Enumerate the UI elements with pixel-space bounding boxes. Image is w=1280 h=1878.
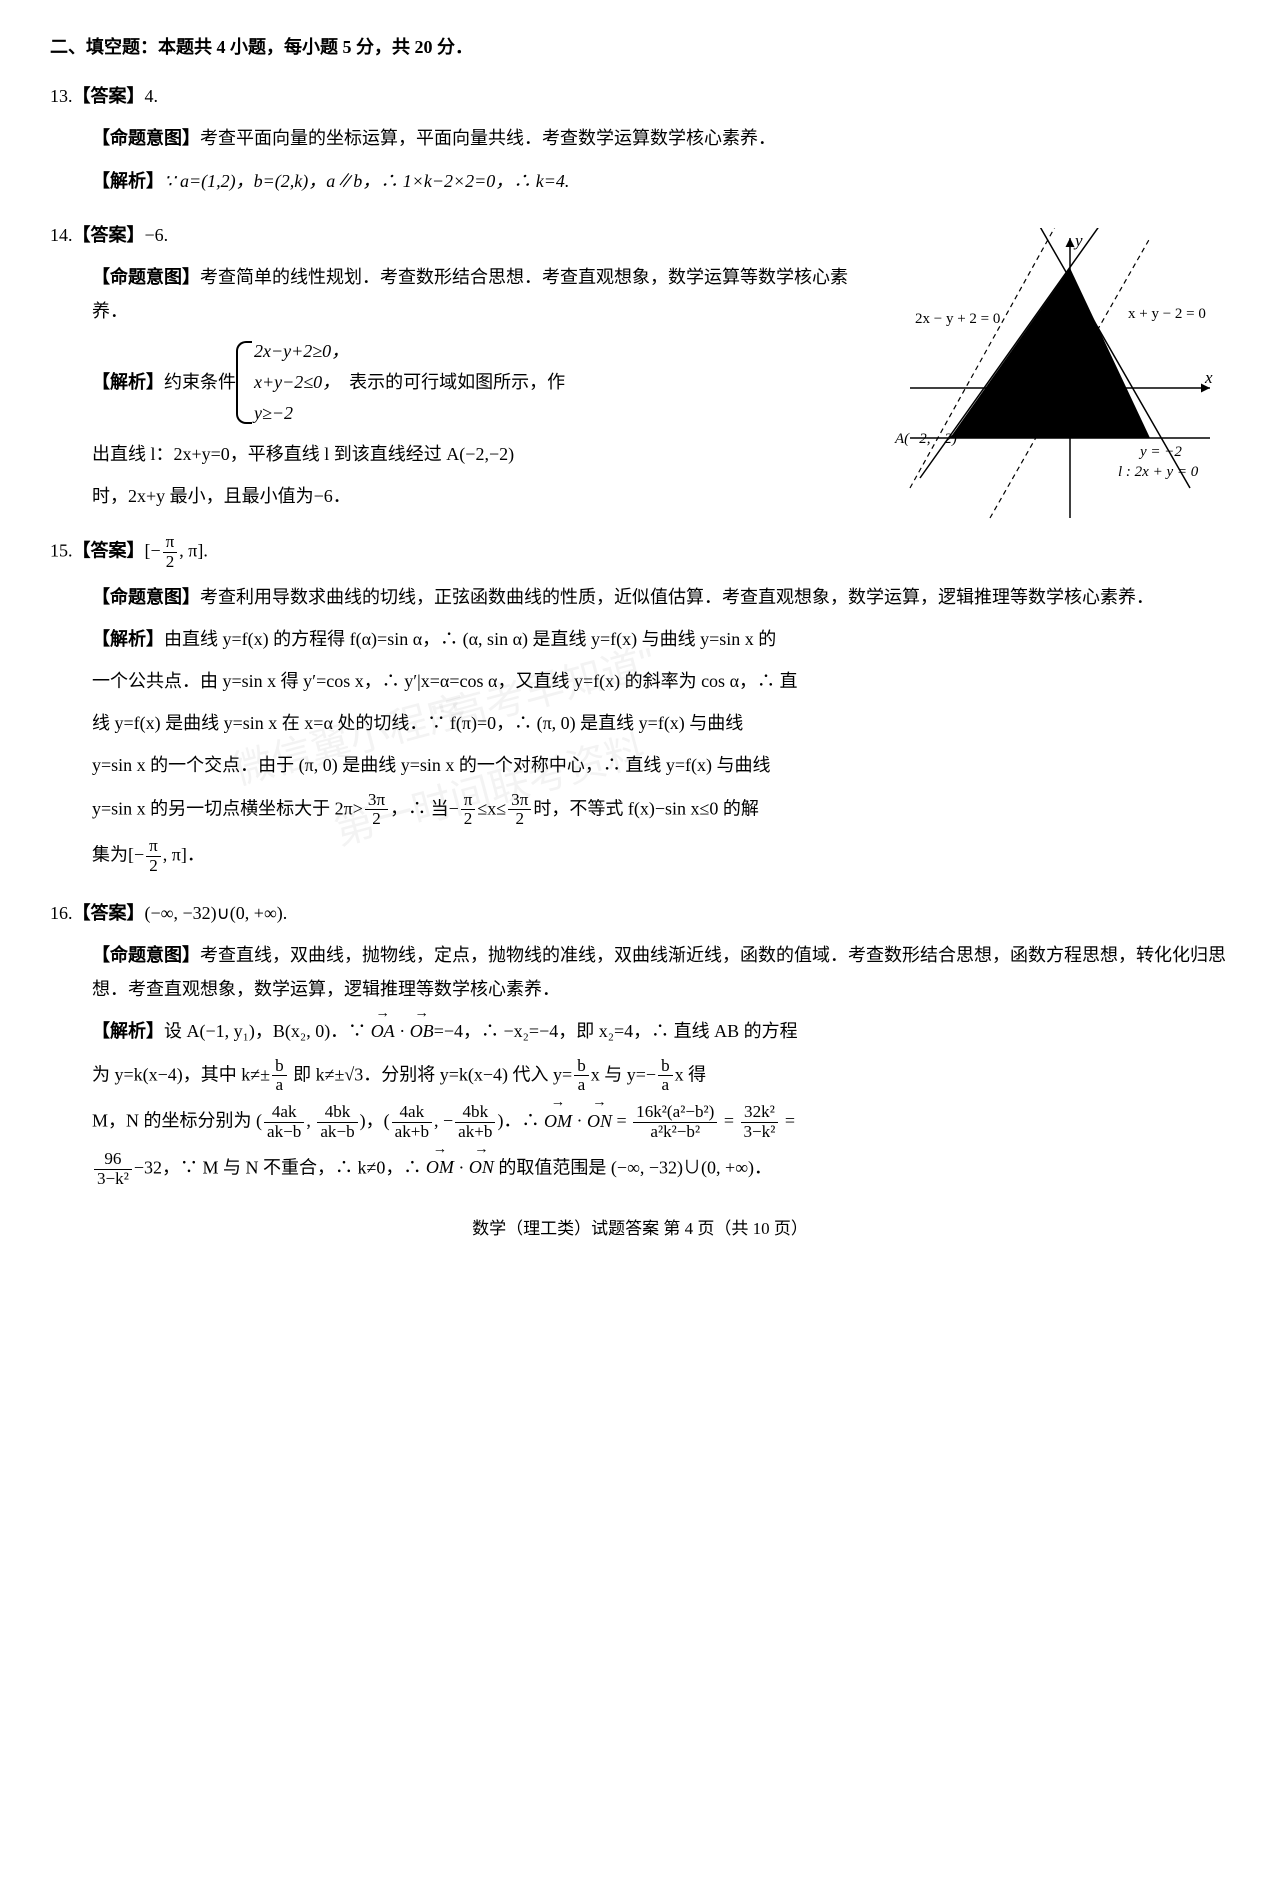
- q15-line6: 集为[−π2, π]．: [50, 837, 1230, 876]
- answer-label: 答案: [91, 225, 127, 245]
- q16-line1: 【解析】设 A(−1, y₁)，B(x₂, 0)．∵ →OA · →OB=−4，…: [50, 1014, 1230, 1048]
- q14-answer-line: 14.【答案】−6.: [50, 218, 870, 252]
- q16-line4: 963−k²−32，∵ M 与 N 不重合，∴ k≠0，∴ →OM · →ON …: [50, 1150, 1230, 1189]
- y-axis-label: y: [1073, 231, 1083, 250]
- q14-number: 14.: [50, 225, 73, 245]
- q16-line2: 为 y=k(x−4)，其中 k≠±ba 即 k≠±√3．分别将 y=k(x−4)…: [50, 1057, 1230, 1096]
- q16-intent-text: 考查直线，双曲线，抛物线，定点，抛物线的准线，双曲线渐近线，函数的值域．考查数形…: [92, 945, 1226, 999]
- q13-intent: 【命题意图】考查平面向量的坐标运算，平面向量共线．考查数学运算数学核心素养．: [50, 121, 1230, 155]
- section-header: 二、填空题：本题共 4 小题，每小题 5 分，共 20 分．: [50, 30, 1230, 64]
- line4-label: l : 2x + y = 0: [1118, 464, 1199, 480]
- q14-analysis-line2: 出直线 l：2x+y=0，平移直线 l 到该直线经过 A(−2,−2): [50, 437, 870, 471]
- intent-label: 命题意图: [110, 267, 182, 287]
- q14-answer: −6.: [145, 225, 169, 245]
- q13-answer-line: 13.【答案】4.: [50, 79, 1230, 113]
- intent-label: 命题意图: [110, 587, 182, 607]
- pointA-label: A(−2, −2): [894, 431, 957, 447]
- q13-intent-text: 考查平面向量的坐标运算，平面向量共线．考查数学运算数学核心素养．: [200, 128, 776, 148]
- q14-analysis-pre: 约束条件: [164, 365, 236, 399]
- q14-analysis-line3: 时，2x+y 最小，且最小值为−6．: [50, 479, 870, 513]
- q15-answer-close: , π].: [179, 541, 208, 561]
- x-axis-label: x: [1204, 368, 1213, 387]
- q14-analysis-post1: 表示的可行域如图所示，作: [349, 365, 565, 399]
- q16-answer: (−∞, −32)∪(0, +∞).: [145, 903, 288, 923]
- q15-line5: y=sin x 的另一切点横坐标大于 2π>3π2，∴ 当−π2≤x≤3π2时，…: [50, 791, 1230, 830]
- line1-label: 2x − y + 2 = 0: [915, 311, 1000, 327]
- line2-label: x + y − 2 = 0: [1128, 306, 1206, 322]
- q15-line4: y=sin x 的一个交点．由于 (π, 0) 是曲线 y=sin x 的一个对…: [50, 748, 1230, 782]
- intent-label: 命题意图: [110, 128, 182, 148]
- intent-label: 命题意图: [110, 945, 182, 965]
- analysis-label: 解析: [110, 372, 146, 392]
- constraint-row-3: y≥−2: [254, 398, 349, 429]
- answer-label: 答案: [91, 86, 127, 106]
- question-14: 14.【答案】−6. 【命题意图】考查简单的线性规划．考查数形结合思想．考查直观…: [50, 218, 1230, 513]
- q13-analysis-text: ∵ a=(1,2)，b=(2,k)，a∥b，∴ 1×k−2×2=0，∴ k=4.: [164, 171, 569, 191]
- question-15: "高考早知道" 微信翼小程序 第一时间联考资料 15.【答案】[−π2, π].…: [50, 533, 1230, 876]
- q15-intent-text: 考查利用导数求曲线的切线，正弦函数曲线的性质，近似值估算．考查直观想象，数学运算…: [200, 587, 1154, 607]
- answer-label: 答案: [91, 541, 127, 561]
- page-footer: 数学（理工类）试题答案 第 4 页（共 10 页）: [50, 1213, 1230, 1245]
- q15-number: 15.: [50, 541, 73, 561]
- feasible-region-diagram: y x 2x − y + 2 = 0 x + y − 2 = 0 A(−2, −…: [890, 228, 1230, 528]
- q16-line3: M，N 的坐标分别为 (4akak−b, 4bkak−b)，(4akak+b, …: [50, 1103, 1230, 1142]
- q13-number: 13.: [50, 86, 73, 106]
- q14-intent: 【命题意图】考查简单的线性规划．考查数形结合思想．考查直观想象，数学运算等数学核…: [50, 260, 870, 328]
- analysis-label: 解析: [110, 1021, 146, 1041]
- line3-label: y = −2: [1138, 444, 1182, 460]
- q15-line2: 一个公共点．由 y=sin x 得 y′=cos x，∴ y′|x=α=cos …: [50, 664, 1230, 698]
- q15-line1: 【解析】由直线 y=f(x) 的方程得 f(α)=sin α，∴ (α, sin…: [50, 622, 1230, 656]
- constraint-system: 2x−y+2≥0， x+y−2≤0， y≥−2: [236, 336, 349, 428]
- q16-answer-line: 16.【答案】(−∞, −32)∪(0, +∞).: [50, 896, 1230, 930]
- q15-line3: 线 y=f(x) 是曲线 y=sin x 在 x=α 处的切线．∵ f(π)=0…: [50, 706, 1230, 740]
- analysis-label: 解析: [110, 171, 146, 191]
- constraint-row-1: 2x−y+2≥0，: [254, 336, 349, 367]
- q13-analysis: 【解析】∵ a=(1,2)，b=(2,k)，a∥b，∴ 1×k−2×2=0，∴ …: [50, 164, 1230, 198]
- q15-intent: 【命题意图】考查利用导数求曲线的切线，正弦函数曲线的性质，近似值估算．考查直观想…: [50, 580, 1230, 614]
- answer-label: 答案: [91, 903, 127, 923]
- q15-answer-open: [−: [145, 541, 161, 561]
- q15-answer-line: 15.【答案】[−π2, π].: [50, 533, 1230, 572]
- constraint-row-2: x+y−2≤0，: [254, 367, 349, 398]
- analysis-label: 解析: [110, 629, 146, 649]
- question-16: 16.【答案】(−∞, −32)∪(0, +∞). 【命题意图】考查直线，双曲线…: [50, 896, 1230, 1189]
- q14-analysis-line1: 【解析】约束条件 2x−y+2≥0， x+y−2≤0， y≥−2 表示的可行域如…: [50, 336, 870, 428]
- q16-number: 16.: [50, 903, 73, 923]
- q13-answer: 4.: [145, 86, 159, 106]
- question-13: 13.【答案】4. 【命题意图】考查平面向量的坐标运算，平面向量共线．考查数学运…: [50, 79, 1230, 198]
- q14-intent-text: 考查简单的线性规划．考查数形结合思想．考查直观想象，数学运算等数学核心素养．: [92, 267, 848, 321]
- q16-intent: 【命题意图】考查直线，双曲线，抛物线，定点，抛物线的准线，双曲线渐近线，函数的值…: [50, 938, 1230, 1006]
